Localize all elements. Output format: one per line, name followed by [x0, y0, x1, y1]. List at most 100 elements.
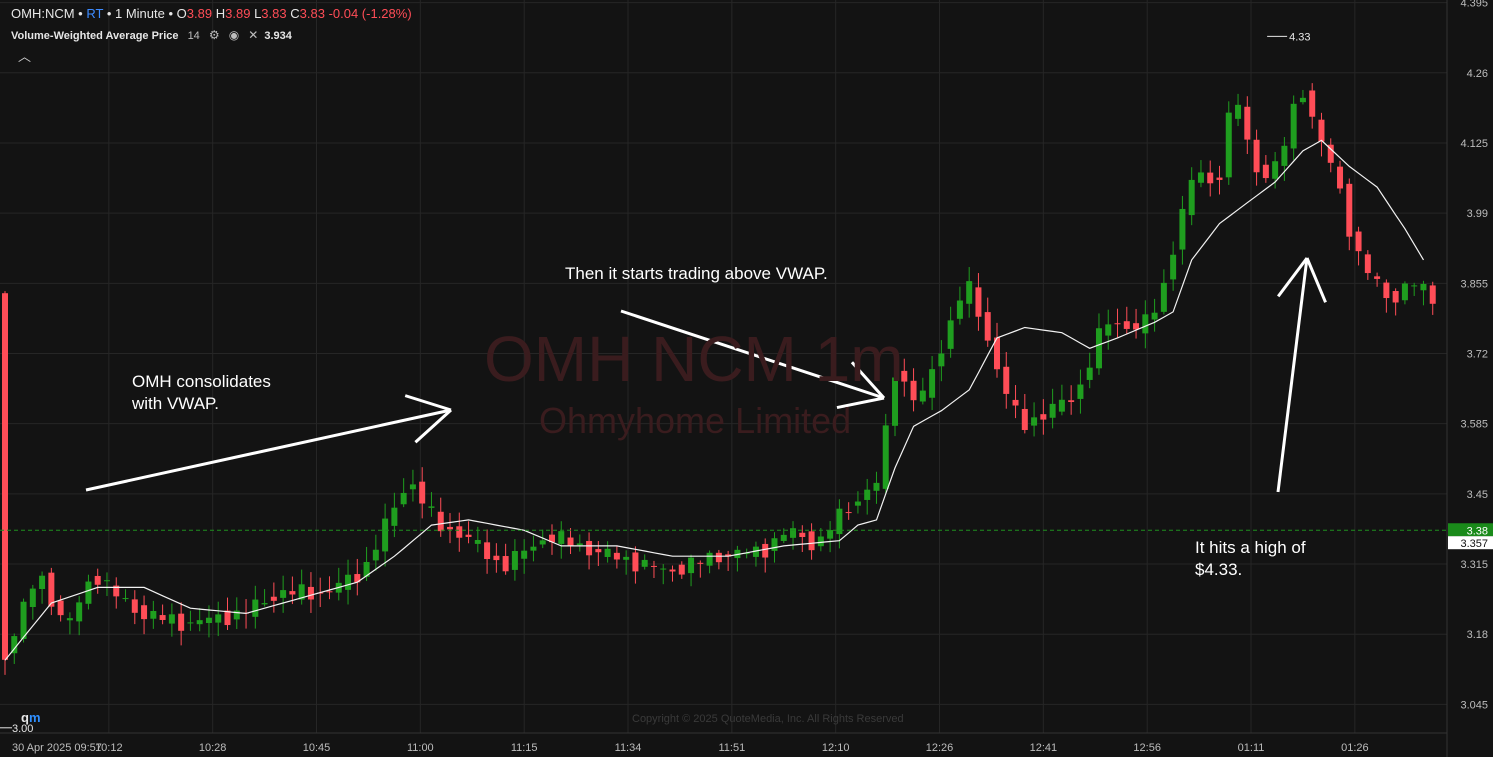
candle-body [224, 610, 231, 626]
quotemedia-logo[interactable]: qm [21, 710, 41, 725]
candle-body [141, 605, 148, 620]
candle [103, 572, 110, 597]
candle-body [150, 610, 157, 619]
arrow-shaft [85, 408, 452, 492]
candle [660, 564, 667, 585]
candle-body [94, 575, 101, 585]
close-icon[interactable]: ✕ [248, 28, 259, 42]
candle-body [196, 620, 203, 625]
candle [548, 524, 555, 555]
realtime-badge: RT [86, 6, 104, 21]
candle [1235, 93, 1242, 127]
candle [1086, 352, 1093, 389]
candle [956, 286, 963, 325]
candle [1216, 165, 1223, 195]
interval-label[interactable]: 1 Minute [115, 6, 165, 21]
time-tick-label: 30 Apr 2025 09:57 [12, 742, 102, 754]
candle-body [1216, 177, 1223, 180]
candle [289, 576, 296, 605]
arrow-shaft [620, 309, 885, 400]
indicator-name[interactable]: Volume-Weighted Average Price [11, 30, 179, 42]
gear-icon[interactable]: ⚙ [208, 28, 220, 42]
candle [780, 528, 787, 544]
candle-body [1068, 400, 1075, 403]
indicator-value: 3.934 [264, 30, 292, 42]
candle-body [437, 511, 444, 532]
candle-body [1197, 172, 1204, 183]
candle-body [975, 287, 982, 317]
candle-body [882, 425, 889, 489]
candle-body [762, 543, 769, 558]
last-price-label: 3.38 [1467, 525, 1488, 537]
candle [428, 492, 435, 517]
candle-body [178, 613, 185, 631]
candle-body [919, 390, 926, 402]
candle-body [66, 618, 73, 621]
candle [567, 528, 574, 554]
candle [215, 601, 222, 637]
candle-body [1225, 112, 1232, 178]
candle [48, 567, 55, 616]
candle [901, 358, 908, 397]
ohlc-header: OMH:NCM • RT • 1 Minute • O3.89 H3.89 L3… [11, 6, 412, 21]
annotation-high: It hits a high of $4.33. [1195, 538, 1306, 579]
candle [409, 469, 416, 502]
vwap-line [4, 139, 1425, 661]
candle [539, 529, 546, 549]
candle-body [1253, 139, 1260, 173]
candle-body [1123, 321, 1130, 329]
candle-body [1309, 90, 1316, 117]
time-tick-label: 12:26 [926, 742, 954, 754]
time-tick-label: 11:00 [407, 742, 434, 754]
candle-body [493, 555, 500, 561]
symbol-label[interactable]: OMH:NCM [11, 6, 75, 21]
candle [743, 548, 750, 559]
candle [1114, 308, 1121, 338]
price-tick-label: 3.72 [1467, 349, 1488, 361]
candle-body [1401, 283, 1408, 301]
candle-body [1114, 323, 1121, 325]
time-tick-label: 01:26 [1341, 742, 1369, 754]
candle [688, 554, 695, 587]
candle-body [57, 600, 64, 616]
candle-body [326, 591, 333, 593]
candle-body [706, 552, 713, 566]
time-tick-label: 01:11 [1238, 742, 1265, 754]
price-tick-label: 3.45 [1467, 489, 1488, 501]
eye-icon[interactable]: ◉ [228, 28, 240, 42]
time-tick-label: 11:15 [511, 742, 538, 754]
candle-body [1021, 408, 1028, 430]
candle [1383, 279, 1390, 313]
candle [678, 561, 685, 579]
candle-body [854, 501, 861, 506]
candle [1420, 280, 1427, 306]
candle-body [1105, 324, 1112, 336]
candle-body [122, 598, 129, 600]
candle-body [215, 614, 222, 623]
candle [2, 291, 8, 675]
candle [270, 582, 277, 613]
candle-body [363, 562, 370, 577]
candlestick-series [2, 83, 1436, 675]
candle [280, 575, 287, 613]
candle [1411, 282, 1418, 296]
change-value: -0.04 (-1.28%) [328, 6, 412, 21]
candle [1160, 269, 1167, 315]
arrow-head [836, 396, 885, 410]
candle-body [1095, 328, 1102, 369]
chevron-up-icon[interactable]: ︿ [18, 49, 32, 64]
candle-body [790, 528, 797, 538]
candle-body [780, 534, 787, 541]
candle-body [159, 615, 166, 620]
candle-body [901, 370, 908, 382]
candle-body [521, 550, 528, 559]
candle [1179, 195, 1186, 265]
candle [511, 539, 518, 581]
high-label: H [215, 6, 226, 21]
arrow-above-vwap [620, 309, 886, 410]
open-label: O [176, 6, 187, 21]
candle-body [1133, 323, 1140, 330]
candle-body [1299, 97, 1306, 103]
candle [1188, 167, 1195, 226]
